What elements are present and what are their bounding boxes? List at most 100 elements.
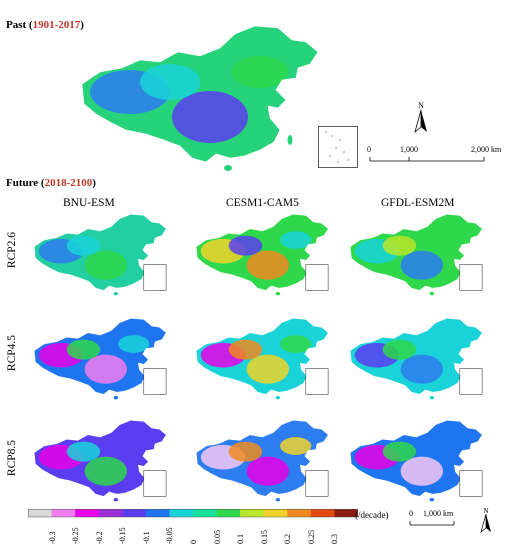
row-label-rcp26: RCP2.6 — [6, 231, 18, 269]
island-dots — [325, 131, 349, 163]
sea-inset-box — [143, 368, 167, 395]
north-arrow-small-label: N — [483, 507, 488, 515]
map-panel-rcp26-gfdl-esm2m — [338, 208, 500, 300]
past-title-years: 1901-2017 — [32, 19, 81, 31]
scale-bar-bottom — [406, 509, 466, 529]
scale-bottom-tick-0: 0 — [409, 509, 413, 518]
colorbar-tick-label: -0.3 — [47, 531, 57, 544]
model-header-bnu-esm: BNU-ESM — [63, 197, 115, 209]
past-title: Past (1901-2017) — [6, 19, 84, 31]
model-header-gfdl-esm2m: GFDL-ESM2M — [381, 197, 455, 209]
map-color-region — [400, 456, 444, 486]
colorbar-swatch — [51, 509, 76, 517]
map-color-region — [400, 250, 444, 280]
colorbar-tick-label: -0.25 — [71, 527, 81, 544]
map-color-region — [118, 335, 150, 353]
future-title-suffix: ) — [92, 177, 96, 189]
sea-inset-box — [459, 368, 483, 395]
china-map-future — [196, 318, 329, 400]
sea-inset-box — [305, 368, 329, 395]
future-title-prefix: Future ( — [6, 177, 45, 189]
map-color-region — [228, 441, 263, 462]
colorbar-swatch — [98, 509, 123, 517]
scale-bar-top-svg — [369, 157, 485, 162]
map-color-region — [382, 235, 417, 256]
china-map-future — [34, 214, 167, 296]
colorbar-swatch — [145, 509, 170, 517]
china-map-past — [81, 25, 319, 171]
sea-inset-box — [305, 470, 329, 497]
model-header-cesm1-cam5: CESM1-CAM5 — [226, 197, 299, 209]
map-color-region — [280, 437, 312, 455]
colorbar — [28, 509, 358, 523]
map-color-region — [84, 250, 128, 280]
map-color-region — [172, 91, 248, 143]
map-color-region — [140, 64, 200, 100]
map-color-region — [280, 335, 312, 353]
north-arrow-top: N — [411, 100, 431, 136]
map-color-region — [382, 441, 417, 462]
china-map-future — [34, 318, 167, 400]
sea-inset-box — [305, 264, 329, 291]
sea-inset-box — [459, 264, 483, 291]
china-map-future — [350, 214, 483, 296]
colorbar-unit: (/decade) — [355, 510, 389, 520]
map-panel-rcp85-bnu-esm — [22, 414, 184, 506]
colorbar-tick-label: -0.05 — [165, 527, 175, 544]
map-color-region — [228, 235, 263, 256]
scale-top-tick-1: 1,000 — [400, 145, 418, 154]
future-title-years: 2018-2100 — [44, 177, 93, 189]
north-arrow-bottom: N — [478, 506, 494, 534]
scale-bottom-tick-1: 1,000 km — [423, 509, 454, 518]
scale-top-tick-0: 0 — [367, 145, 371, 154]
colorbar-swatch — [310, 509, 335, 517]
colorbar-swatch — [240, 509, 265, 517]
colorbar-svg — [28, 509, 358, 518]
china-map-future — [350, 318, 483, 400]
map-color-region — [228, 339, 263, 360]
map-panel-rcp45-gfdl-esm2m — [338, 312, 500, 404]
map-color-region — [246, 354, 290, 384]
scale-top-tick-2: 2,000 km — [471, 145, 502, 154]
colorbar-tick-label: -0.15 — [118, 527, 128, 544]
map-color-region — [66, 235, 101, 256]
map-color-region — [84, 354, 128, 384]
colorbar-swatch — [216, 509, 241, 517]
sea-inset-box — [143, 470, 167, 497]
colorbar-tick-label: 0.3 — [330, 534, 340, 544]
sea-inset-box — [459, 470, 483, 497]
map-color-region — [232, 56, 288, 88]
map-color-region — [246, 250, 290, 280]
colorbar-tick-label: -0.2 — [94, 531, 104, 544]
past-map-svg — [81, 25, 319, 171]
scale-bar-top — [364, 145, 514, 167]
map-color-region — [84, 456, 128, 486]
past-title-suffix: ) — [80, 19, 84, 31]
sea-inset-box — [143, 264, 167, 291]
past-title-prefix: Past ( — [6, 19, 33, 31]
north-arrow-icon: N — [414, 101, 427, 134]
map-color-region — [280, 231, 312, 249]
colorbar-tick-label: 0.1 — [236, 534, 246, 544]
colorbar-tick-label: 0.25 — [306, 530, 316, 544]
past-sea-inset — [318, 126, 358, 168]
map-color-region — [66, 441, 101, 462]
map-panel-rcp26-cesm1-cam5 — [184, 208, 346, 300]
colorbar-swatch — [193, 509, 217, 517]
row-label-rcp85: RCP8.5 — [6, 439, 18, 477]
past-map — [60, 22, 350, 172]
colorbar-swatch — [287, 509, 312, 517]
china-map-future — [350, 420, 483, 502]
colorbar-swatch — [28, 509, 52, 517]
row-label-rcp45: RCP4.5 — [6, 334, 18, 372]
map-panel-rcp45-bnu-esm — [22, 312, 184, 404]
colorbar-tick-label: 0 — [189, 540, 198, 544]
north-arrow-icon-small: N — [480, 507, 491, 533]
future-title: Future (2018-2100) — [6, 177, 96, 189]
map-color-region — [246, 456, 290, 486]
north-arrow-label: N — [418, 101, 424, 110]
china-map-future — [196, 214, 329, 296]
map-panel-rcp26-bnu-esm — [22, 208, 184, 300]
colorbar-tick-label: -0.1 — [141, 531, 151, 544]
scale-bar-bottom-svg — [409, 521, 455, 526]
